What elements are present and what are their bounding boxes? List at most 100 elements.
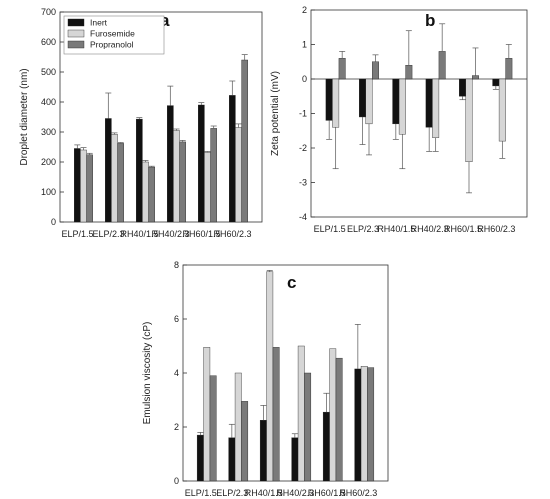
bar-inert-rh60-2-3 [354, 368, 362, 482]
x-tick-label: ELP/2.3 [92, 229, 124, 239]
plot-frame [310, 9, 528, 218]
bar-furosemide-rh40-1-5 [142, 161, 149, 223]
x-tick-label: ELP/1.5 [314, 224, 346, 234]
y-tick-label: 0 [174, 476, 179, 486]
y-tick-label: 0 [302, 74, 307, 84]
bar-propranolol-rh60-2-3 [367, 367, 375, 482]
y-tick-label: 2 [302, 5, 307, 15]
bar-furosemide-elp-2-3 [234, 372, 242, 482]
bar-propranolol-rh40-2-3 [179, 141, 187, 223]
bar-furosemide-rh40-1-5 [266, 271, 274, 482]
bar-furosemide-elp-1-5 [80, 149, 87, 223]
bar-inert-elp-2-3 [359, 78, 366, 118]
bar-inert-rh60-1-5 [459, 78, 466, 97]
bar-propranolol-elp-1-5 [338, 58, 346, 80]
y-axis-label: Droplet diameter (nm) [19, 68, 30, 165]
bar-furosemide-rh60-2-3 [498, 78, 506, 142]
panel-letter: b [425, 11, 435, 30]
bar-inert-rh40-1-5 [392, 78, 400, 125]
bar-inert-elp-1-5 [196, 434, 204, 482]
bar-furosemide-rh40-2-3 [432, 78, 440, 138]
bar-propranolol-elp-2-3 [241, 401, 249, 482]
x-tick-label: RH60/2.3 [213, 229, 251, 239]
bar-inert-rh40-2-3 [291, 437, 299, 482]
y-tick-label: -4 [299, 212, 307, 222]
x-tick-label: ELP/2.3 [216, 488, 248, 498]
y-tick-label: 100 [41, 187, 56, 197]
bar-furosemide-rh40-2-3 [297, 345, 305, 482]
bar-propranolol-rh60-1-5 [472, 75, 479, 80]
chart-panel-c: 0 2 4 6 8 Emulsion viscosity (cP) c ELP/1.5 ELP/… [142, 260, 389, 498]
y-tick-label: 700 [41, 7, 56, 17]
legend-label-furosemide: Furosemide [90, 29, 135, 39]
y-axis-label: Zeta potential (mV) [270, 71, 281, 156]
bar-inert-elp-2-3 [228, 437, 236, 482]
x-tick-label: RH60/1.5 [182, 229, 220, 239]
y-tick-label: 6 [174, 314, 179, 324]
bar-propranolol-rh60-1-5 [335, 357, 343, 482]
bar-propranolol-rh60-2-3 [241, 59, 249, 223]
bar-inert-rh40-2-3 [425, 78, 433, 128]
bar-furosemide-rh60-2-3 [360, 366, 368, 482]
bar-inert-rh60-1-5 [197, 104, 205, 223]
x-tick-label: RH40/1.5 [245, 488, 283, 498]
x-tick-label: RH60/1.5 [444, 224, 482, 234]
x-tick-label: RH40/2.3 [151, 229, 189, 239]
bar-inert-rh40-1-5 [259, 420, 267, 482]
bar-furosemide-elp-1-5 [332, 78, 340, 128]
y-tick-label: 4 [174, 368, 179, 378]
panel-letter: c [287, 273, 296, 292]
x-tick-label: RH60/1.5 [308, 488, 346, 498]
bar-propranolol-rh60-2-3 [505, 58, 513, 80]
bar-inert-rh40-1-5 [135, 118, 143, 223]
chart-panel-b: -4 -3 -2 -1 0 1 2 Zeta potential (mV) b ELP/1.5 EL… [270, 5, 528, 234]
bar-inert-rh60-1-5 [322, 411, 330, 482]
x-tick-label: RH40/1.5 [377, 224, 415, 234]
y-tick-label: -1 [299, 109, 307, 119]
x-tick-label: ELP/1.5 [185, 488, 217, 498]
bar-furosemide-rh60-2-3 [235, 127, 242, 223]
bar-propranolol-rh40-2-3 [304, 372, 312, 482]
bar-propranolol-elp-2-3 [117, 143, 124, 223]
bar-propranolol-rh40-1-5 [148, 166, 156, 223]
y-tick-label: 0 [51, 217, 56, 227]
y-tick-label: 8 [174, 260, 179, 270]
y-tick-label: 1 [302, 40, 307, 50]
bar-inert-rh60-2-3 [492, 78, 500, 87]
y-tick-label: 500 [41, 67, 56, 77]
bar-furosemide-elp-1-5 [203, 347, 211, 482]
bar-furosemide-elp-2-3 [111, 134, 118, 223]
bar-propranolol-rh40-1-5 [405, 64, 413, 80]
x-tick-label: RH40/2.3 [411, 224, 449, 234]
legend-label-inert: Inert [90, 18, 108, 28]
bar-inert-rh40-2-3 [166, 105, 174, 223]
bar-inert-elp-1-5 [325, 78, 333, 121]
bar-propranolol-rh40-2-3 [438, 51, 446, 80]
y-axis-label: Emulsion viscosity (cP) [142, 322, 153, 425]
bar-propranolol-rh60-1-5 [210, 128, 218, 223]
panel-letter: a [160, 11, 170, 30]
y-tick-label: 200 [41, 157, 56, 167]
bar-inert-rh60-2-3 [228, 95, 236, 223]
legend-label-propranolol: Propranolol [90, 40, 134, 50]
bar-inert-elp-1-5 [73, 148, 81, 223]
bar-inert-elp-2-3 [104, 118, 112, 223]
x-tick-label: RH40/2.3 [276, 488, 314, 498]
bar-furosemide-rh40-2-3 [173, 130, 180, 223]
y-tick-label: 300 [41, 127, 56, 137]
y-tick-label: -3 [299, 178, 307, 188]
bar-furosemide-rh40-1-5 [398, 78, 406, 135]
bar-furosemide-rh60-1-5 [329, 348, 337, 482]
bar-propranolol-elp-1-5 [86, 154, 93, 223]
bar-furosemide-rh60-1-5 [465, 78, 473, 163]
legend-swatch-inert [67, 18, 85, 27]
chart-panel-a: 0 100 200 300 400 500 600 700 Droplet diameter (… [19, 7, 263, 239]
legend-swatch-propranolol [67, 40, 85, 49]
plot-frame [59, 11, 263, 223]
y-tick-label: 400 [41, 97, 56, 107]
bar-propranolol-elp-1-5 [209, 375, 217, 482]
bar-furosemide-elp-2-3 [365, 78, 373, 125]
y-tick-label: -2 [299, 143, 307, 153]
